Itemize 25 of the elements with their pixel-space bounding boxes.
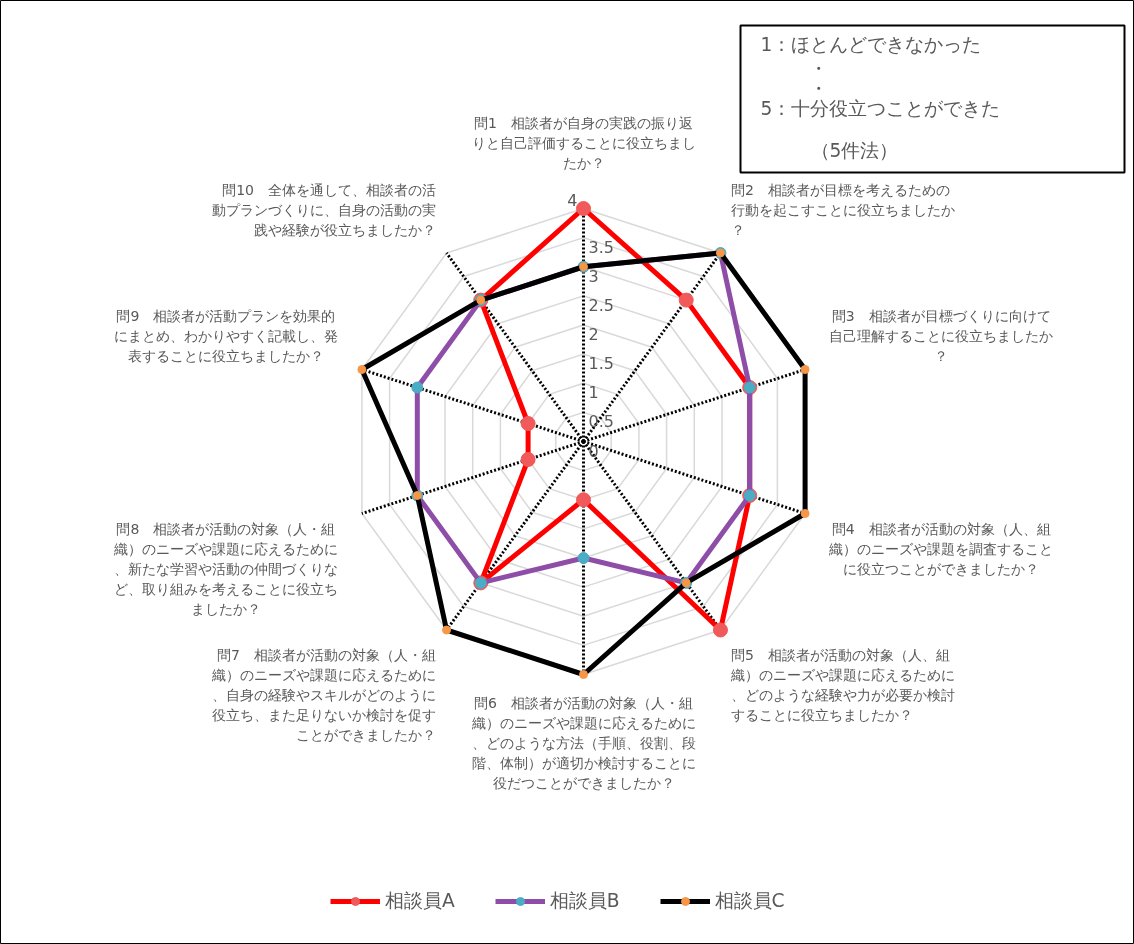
text: ・ [808, 78, 828, 99]
spoke-label: 問1 相談者が自身の実践の振り返りと自己評価することに役立ちましたか？ [471, 114, 696, 171]
text: （5件法） [810, 140, 899, 161]
y-tick-label: 3 [588, 266, 599, 286]
spoke-label: 問6 相談者が活動の対象（人・組織）のニーズや課題に応えるために、どのような方法（手順、役割、段階、体制）が適切か検討することに役だつことができましたか？ [470, 694, 696, 791]
y-tick-label: 4 [567, 190, 578, 210]
y-tick-label: 3.5 [588, 237, 614, 257]
y-tick-label: 2 [588, 325, 599, 344]
spoke-label: 問9 相談者が活動プランを効果的にまとめ、わかりやすく記載し、発表することに役立ちましたか？ [113, 307, 338, 364]
y-tick-label: 1.5 [588, 354, 614, 374]
spoke-label: 問10 全体を通して、相談者の活動プランづくりに、自身の活動の実践や経験が役立ちましたか？ [211, 182, 436, 239]
spoke-label: 問7 相談者が活動の対象（人・組織）のニーズや課題に応えるために、自身の経験やスキルがどのように役立ち、また足りないか検討を促すことができましたか？ [210, 646, 436, 743]
spoke-label: 問5 相談者が活動の対象（人、組織）のニーズや課題に応えるために、どのような経験や力が必要か検討することに役立ちましたか？ [730, 646, 956, 723]
y-tick-label: 1 [588, 383, 599, 403]
legend-label: 相談員A [385, 889, 455, 913]
text: 1：ほとんどできなかった [760, 34, 982, 55]
legend-label: 相談員C [714, 889, 785, 913]
spoke-label: 問4 相談者が活動の対象（人、組織）のニーズや課題を調査することに役立つことができましたか？ [828, 521, 1054, 578]
text: 5：十分役立つことができた [760, 98, 1001, 119]
text: ・ [808, 58, 828, 79]
spoke-label: 問2 相談者が目標を考えるための行動を起こすことに役立ちましたか？ [731, 182, 956, 239]
legend-label: 相談員B [549, 889, 620, 913]
y-tick-label: 2.5 [588, 295, 614, 315]
spoke-label: 問8 相談者が活動の対象（人・組織）のニーズや課題に応えるために、新たな学習や活動の仲間づくりなど、取り組みを考えることに役立ちましたか？ [112, 521, 338, 618]
spoke-label: 問3 相談者が目標づくりに向けて自己理解することに役立ちましたか？ [829, 307, 1054, 364]
